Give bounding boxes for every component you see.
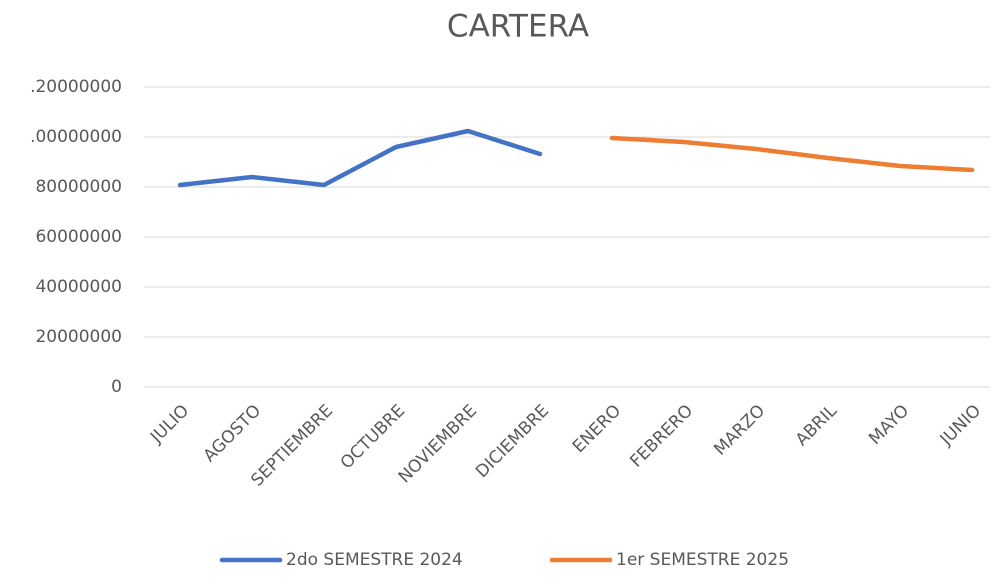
y-tick-label: 80000000 [35, 177, 122, 197]
y-tick-label: .20000000 [30, 77, 122, 97]
chart-title: CARTERA [447, 9, 589, 45]
y-tick-label: 60000000 [35, 227, 122, 247]
series-line [609, 135, 975, 173]
legend-label: 1er SEMESTRE 2025 [616, 550, 789, 570]
series-line [177, 128, 543, 188]
y-tick-label: 20000000 [35, 327, 122, 347]
y-tick-label: 0 [111, 377, 122, 397]
y-tick-label: 40000000 [35, 277, 122, 297]
y-tick-label: .00000000 [30, 127, 122, 147]
legend-label: 2do SEMESTRE 2024 [286, 550, 463, 570]
